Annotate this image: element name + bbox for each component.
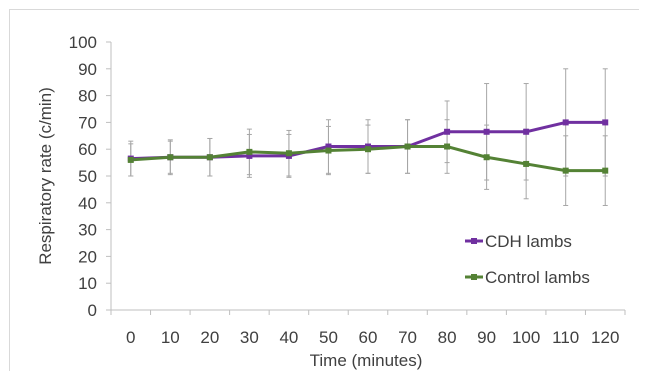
legend-swatch-marker <box>471 238 477 244</box>
x-tick-label: 120 <box>591 328 619 347</box>
x-tick-label: 50 <box>319 328 338 347</box>
x-tick-label: 10 <box>161 328 180 347</box>
data-point <box>325 147 332 154</box>
data-point <box>167 154 174 161</box>
y-tick-label: 70 <box>78 113 97 132</box>
data-point <box>444 143 451 150</box>
x-tick-label: 70 <box>398 328 417 347</box>
x-tick-label: 90 <box>477 328 496 347</box>
data-point <box>365 146 371 153</box>
x-tick-label: 110 <box>552 328 579 347</box>
data-point <box>483 128 490 135</box>
frame-border-top <box>9 9 639 10</box>
legend-swatch-marker <box>471 274 477 280</box>
series-markers <box>127 119 609 174</box>
data-point <box>602 167 609 174</box>
data-point <box>325 143 332 150</box>
data-point <box>127 156 134 163</box>
x-tick-label: 0 <box>126 328 135 347</box>
data-point <box>523 128 530 135</box>
data-point <box>562 167 569 174</box>
data-point <box>483 154 490 161</box>
y-tick-label: 80 <box>78 87 97 106</box>
x-tick-label: 80 <box>438 328 457 347</box>
y-axis-title: Respiratory rate (c/min) <box>36 87 55 265</box>
legend-label: CDH lambs <box>485 232 572 251</box>
data-point <box>562 119 569 126</box>
data-point <box>602 119 609 126</box>
tick-labels: 0 10 20 30 40 50 60 70 80 90 100 0 10 20 30 40 50 60 70 80 9… <box>69 33 620 347</box>
y-tick-label: 30 <box>78 221 97 240</box>
legend-label: Control lambs <box>485 268 590 287</box>
data-point <box>523 160 530 167</box>
y-tick-label: 10 <box>78 274 97 293</box>
data-point <box>206 154 213 161</box>
y-tick-label: 50 <box>78 167 97 186</box>
y-tick-label: 60 <box>78 140 97 159</box>
y-tick-label: 90 <box>78 60 97 79</box>
axes <box>106 41 626 315</box>
y-tick-label: 20 <box>78 247 97 266</box>
x-tick-label: 40 <box>279 328 298 347</box>
x-axis-title: Time (minutes) <box>310 351 423 370</box>
x-tick-label: 20 <box>200 328 219 347</box>
y-tick-label: 40 <box>78 194 97 213</box>
x-tick-label: 30 <box>240 328 259 347</box>
error-bars <box>128 68 608 206</box>
y-tick-label: 0 <box>88 301 97 320</box>
legend: CDH lambs Control lambs <box>465 232 590 287</box>
x-tick-label: 60 <box>359 328 378 347</box>
data-point <box>404 143 411 150</box>
data-point <box>246 152 253 159</box>
x-tick-label: 100 <box>512 328 540 347</box>
data-point <box>444 128 451 135</box>
data-point <box>246 148 253 155</box>
frame-border-left <box>9 9 10 371</box>
data-point <box>285 150 292 157</box>
y-tick-label: 100 <box>69 33 97 52</box>
